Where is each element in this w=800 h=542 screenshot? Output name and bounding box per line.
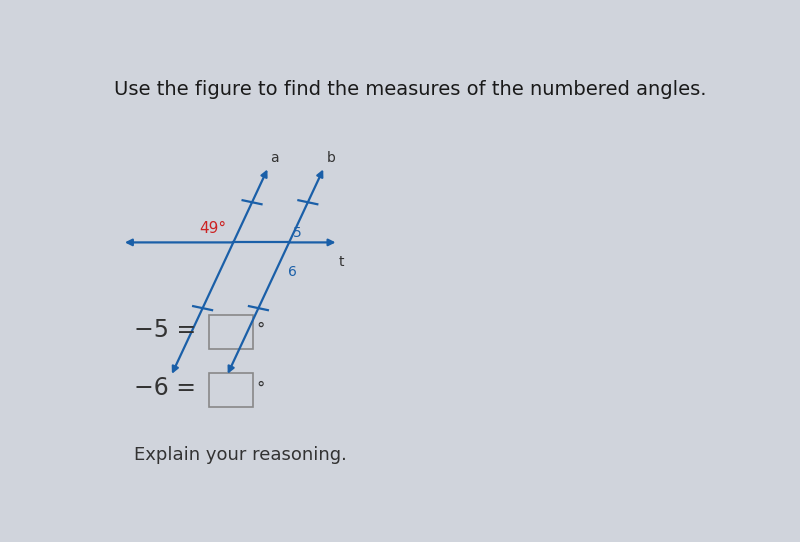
Text: °: ° <box>256 321 265 339</box>
Text: t: t <box>338 255 344 269</box>
Text: °: ° <box>256 379 265 397</box>
Text: a: a <box>270 151 279 165</box>
Text: 49°: 49° <box>199 221 226 236</box>
Text: b: b <box>326 151 335 165</box>
Text: Use the figure to find the measures of the numbered angles.: Use the figure to find the measures of t… <box>114 80 706 99</box>
Text: −5 =: −5 = <box>134 318 196 342</box>
Text: Explain your reasoning.: Explain your reasoning. <box>134 446 347 463</box>
Text: 5: 5 <box>293 227 302 240</box>
Text: 6: 6 <box>288 266 297 279</box>
FancyBboxPatch shape <box>209 373 253 407</box>
FancyBboxPatch shape <box>209 314 253 349</box>
Text: −6 =: −6 = <box>134 377 196 401</box>
